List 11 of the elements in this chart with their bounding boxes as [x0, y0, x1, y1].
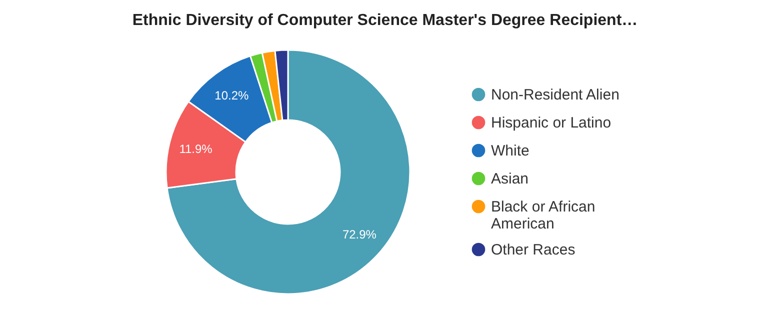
chart-title: Ethnic Diversity of Computer Science Master's Degree Recipient… — [132, 12, 638, 29]
legend-label: Asian — [491, 170, 529, 188]
legend-label: Hispanic or Latino — [491, 114, 612, 132]
legend-label: White — [491, 142, 530, 160]
legend-label: Black or African American — [491, 198, 596, 232]
donut-slice — [166, 49, 411, 295]
legend-label: Other Races — [491, 242, 576, 258]
data-label: 11.9% — [179, 142, 213, 156]
legend-label: Non-Resident Alien — [491, 86, 620, 104]
data-label: 72.9% — [342, 228, 377, 242]
data-label: 10.2% — [214, 88, 250, 102]
